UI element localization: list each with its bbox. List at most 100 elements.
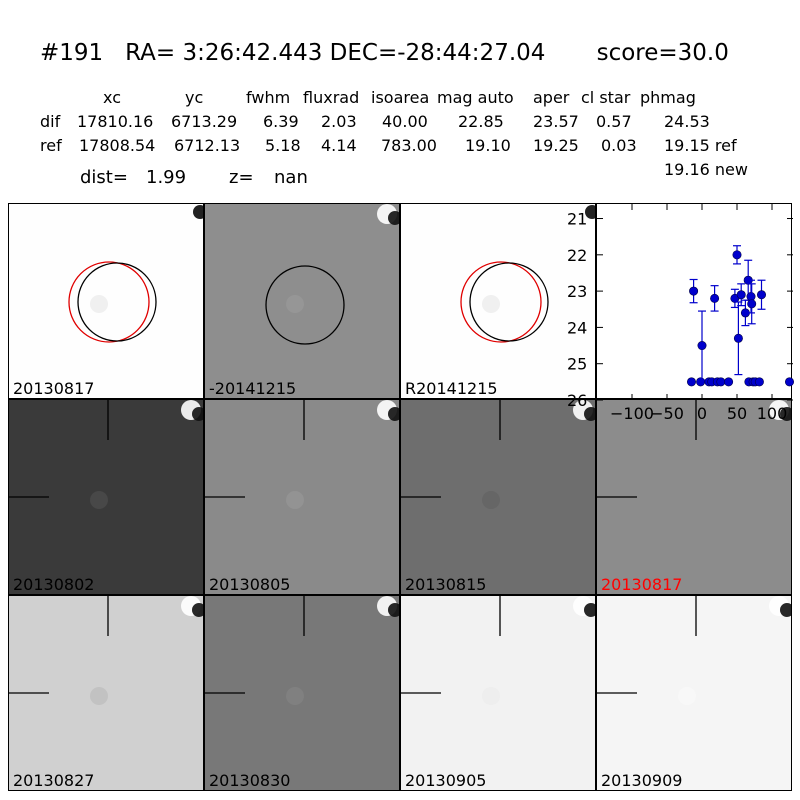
- bright-star-artifact: [388, 603, 399, 617]
- data-point: [696, 377, 706, 387]
- row-value: 17808.54: [79, 136, 156, 155]
- row-value: 5.18: [265, 136, 301, 155]
- y-tick-label: 21: [567, 210, 587, 229]
- row-value: 22.85: [458, 112, 504, 131]
- data-point: [724, 377, 734, 387]
- image-stamp: 20130905: [400, 595, 596, 791]
- page-title: #191 RA= 3:26:42.443 DEC=-28:44:27.04 sc…: [40, 40, 729, 66]
- detection-circle: [265, 265, 345, 345]
- column-header: aper: [533, 88, 570, 107]
- row-label: ref: [40, 136, 62, 155]
- data-point: [736, 290, 746, 300]
- x-tick-label: 0: [697, 404, 707, 423]
- data-point: [697, 341, 707, 351]
- source-blob: [482, 687, 500, 705]
- row-value: 19.10: [465, 136, 511, 155]
- image-stamp: 20130817: [596, 399, 792, 595]
- row-value: 6712.13: [174, 136, 241, 155]
- stamp-label: 20130817: [601, 575, 683, 594]
- row-value: 19.15 ref: [664, 136, 737, 155]
- row-value: 6713.29: [171, 112, 238, 131]
- row-value: 4.14: [321, 136, 357, 155]
- data-point: [757, 290, 767, 300]
- data-point: [747, 299, 757, 309]
- source-blob: [482, 491, 500, 509]
- column-header: isoarea: [371, 88, 430, 107]
- bright-star-artifact: [584, 407, 595, 421]
- stamp-grid: 20130817 -20141215 R20141215 20130802 201308…: [8, 203, 795, 793]
- bright-star-artifact: [192, 407, 203, 421]
- dist-label: dist=: [80, 167, 128, 188]
- y-tick-label: 22: [567, 246, 587, 265]
- phmag-new: 19.16 new: [664, 160, 748, 179]
- data-point: [689, 286, 699, 296]
- detection-circle: [469, 262, 549, 342]
- stamp-label: 20130905: [405, 771, 487, 790]
- stamp-label: 20130817: [13, 379, 95, 398]
- source-blob: [90, 687, 108, 705]
- image-stamp: 20130815: [400, 399, 596, 595]
- image-stamp: -20141215: [204, 203, 400, 399]
- source-blob: [90, 491, 108, 509]
- stamp-label: 20130827: [13, 771, 95, 790]
- light-curve-plot: 21 22 23 24 25 26 −100 −50 0 50 100: [567, 203, 795, 423]
- data-point: [732, 250, 742, 260]
- row-value: 6.39: [263, 112, 299, 131]
- row-value: 24.53: [664, 112, 710, 131]
- source-blob: [286, 491, 304, 509]
- ref-circle: [68, 261, 150, 343]
- dist-value: 1.99: [146, 167, 187, 188]
- image-stamp: R20141215: [400, 203, 596, 399]
- source-blob: [286, 687, 304, 705]
- column-header: yc: [185, 88, 204, 107]
- x-tick-label: −50: [650, 404, 684, 423]
- row-value: 40.00: [382, 112, 428, 131]
- row-value: 17810.16: [77, 112, 154, 131]
- bright-star-artifact: [388, 211, 399, 225]
- data-point: [754, 377, 764, 387]
- z-label: z=: [229, 167, 254, 188]
- source-blob: [482, 295, 500, 313]
- stamp-label: 20130805: [209, 575, 291, 594]
- stamp-label: -20141215: [209, 379, 297, 398]
- bright-star-artifact: [780, 603, 791, 617]
- row-value: 2.03: [321, 112, 357, 131]
- column-header: fwhm: [246, 88, 291, 107]
- data-point: [733, 333, 743, 343]
- image-stamp: 20130805: [204, 399, 400, 595]
- source-blob: [286, 295, 304, 313]
- ref-circle: [460, 261, 542, 343]
- z-value: nan: [274, 167, 308, 188]
- bright-star-artifact: [585, 205, 595, 219]
- y-tick-label: 26: [567, 391, 587, 410]
- row-value: 23.57: [533, 112, 579, 131]
- y-tick-label: 24: [567, 318, 587, 337]
- row-label: dif: [40, 112, 61, 131]
- row-value: 783.00: [381, 136, 437, 155]
- data-point: [716, 377, 726, 387]
- bright-star-artifact: [193, 205, 203, 219]
- image-stamp: 20130827: [8, 595, 204, 791]
- y-tick-label: 25: [567, 355, 587, 374]
- image-stamp: 20130817: [8, 203, 204, 399]
- row-value: 19.25: [533, 136, 579, 155]
- source-blob: [678, 687, 696, 705]
- source-blob: [678, 491, 696, 509]
- bright-star-artifact: [192, 603, 203, 617]
- stamp-label: 20130909: [601, 771, 683, 790]
- image-stamp: 20130909: [596, 595, 792, 791]
- row-value: 0.03: [601, 136, 637, 155]
- x-tick-label: 50: [727, 404, 747, 423]
- detection-circle: [77, 262, 157, 342]
- data-point: [710, 293, 720, 303]
- column-header: fluxrad: [303, 88, 360, 107]
- column-header: xc: [103, 88, 121, 107]
- x-tick-label: 100: [757, 404, 788, 423]
- bright-star-artifact: [584, 603, 595, 617]
- y-tick-label: 23: [567, 282, 587, 301]
- bright-star-artifact: [780, 407, 791, 421]
- data-point: [687, 377, 697, 387]
- x-tick-label: −100: [610, 404, 654, 423]
- source-blob: [90, 295, 108, 313]
- image-stamp: 20130802: [8, 399, 204, 595]
